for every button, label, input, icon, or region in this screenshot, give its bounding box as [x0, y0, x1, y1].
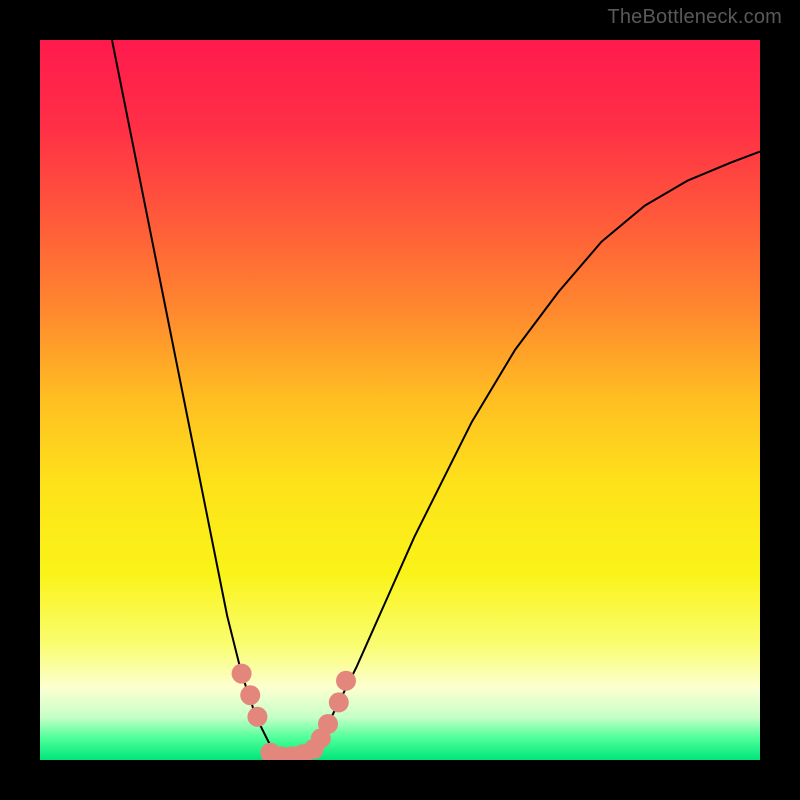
curve-marker	[240, 685, 260, 705]
curve-marker	[336, 671, 356, 691]
chart-plot-area	[40, 40, 760, 760]
chart-background	[40, 40, 760, 760]
curve-marker	[329, 692, 349, 712]
watermark-text: TheBottleneck.com	[607, 6, 782, 29]
curve-marker	[232, 664, 252, 684]
curve-marker	[247, 707, 267, 727]
curve-marker	[318, 714, 338, 734]
bottleneck-curve-chart	[40, 40, 760, 760]
